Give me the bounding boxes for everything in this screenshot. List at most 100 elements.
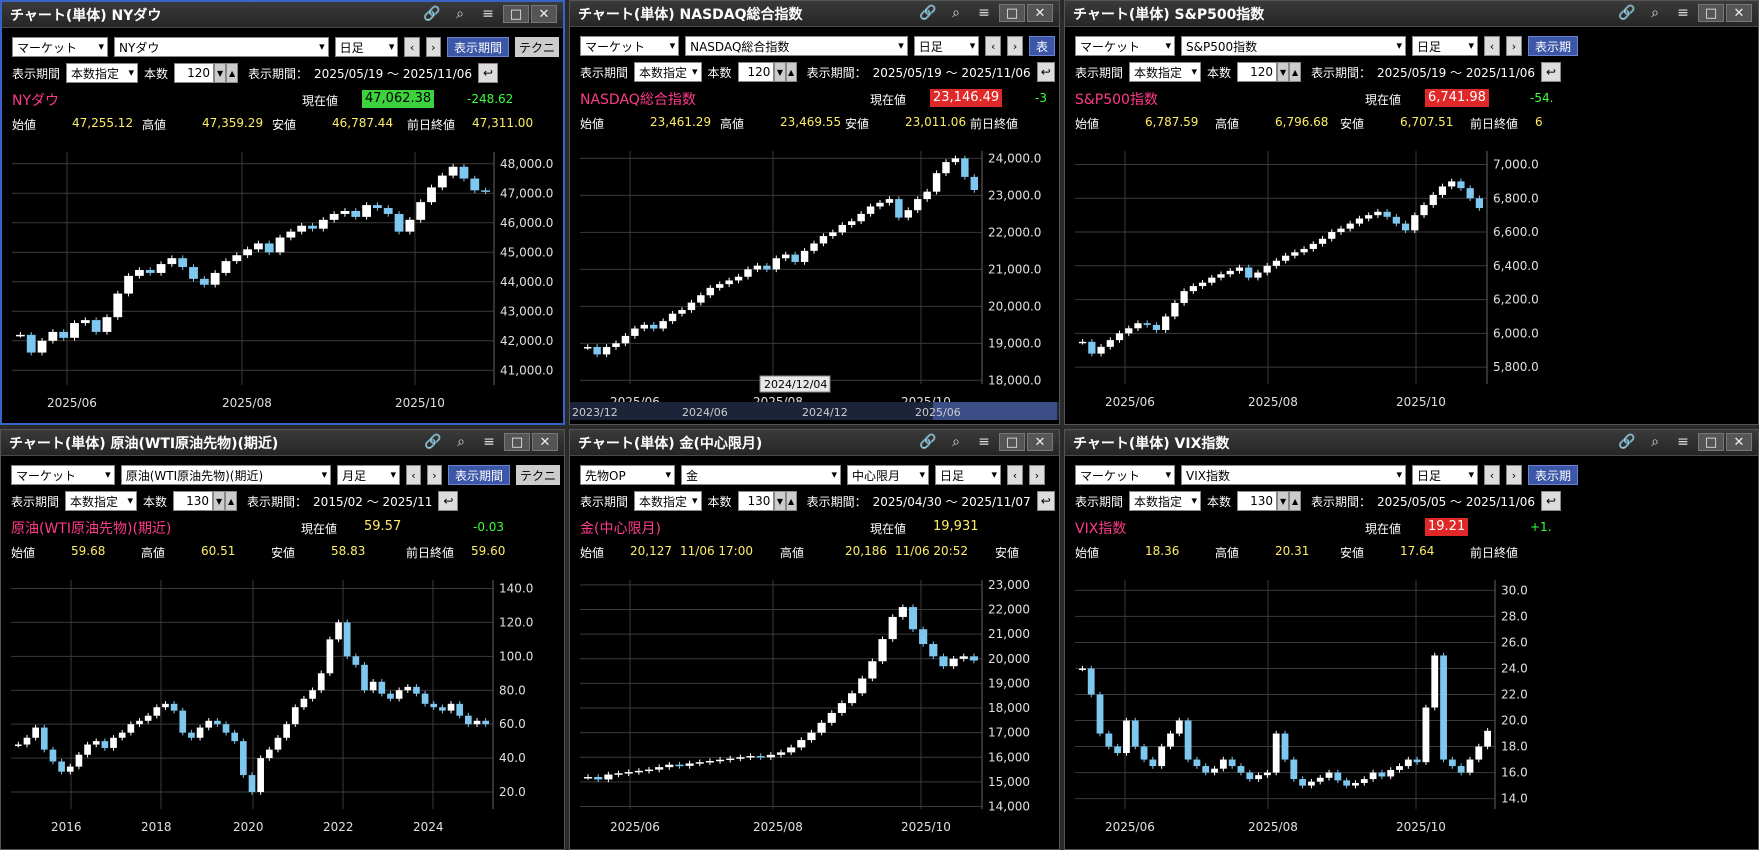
title-bar[interactable]: チャート(単体) NYダウ 🔗 ⌕ ≡ □ ✕ (2, 2, 563, 28)
search-icon[interactable]: ⌕ (456, 6, 464, 22)
menu-icon[interactable]: ≡ (978, 5, 990, 21)
period-mode-select[interactable]: 本数指定 (1129, 62, 1202, 82)
close-icon[interactable]: ✕ (531, 5, 557, 23)
count-input[interactable]: 130 (173, 491, 214, 511)
prev-arrow-icon[interactable]: ‹ (405, 465, 421, 485)
menu-icon[interactable]: ≡ (1677, 434, 1689, 450)
interval-select[interactable]: 日足 (913, 36, 980, 56)
period-mode-select[interactable]: 本数指定 (1129, 491, 1202, 511)
search-icon[interactable]: ⌕ (952, 434, 960, 450)
link-icon[interactable]: 🔗 (1618, 434, 1636, 450)
market-select[interactable]: マーケット (580, 36, 680, 56)
next-arrow-icon[interactable]: › (425, 37, 441, 57)
price-chart[interactable]: 7,000.0 6,800.0 6,600.0 6,400.0 6,200.0 6,000… (1065, 137, 1759, 422)
spin-up-icon[interactable]: ▲ (1289, 491, 1302, 511)
symbol-select[interactable]: 原油(WTI原油先物)(期近) (120, 465, 332, 485)
symbol-select[interactable]: VIX指数 (1181, 465, 1406, 485)
title-bar[interactable]: チャート(単体) NASDAQ総合指数 🔗 ⌕ ≡ □ ✕ (570, 1, 1059, 27)
maximize-icon[interactable]: □ (503, 5, 529, 23)
spin-up-icon[interactable]: ▲ (226, 63, 239, 83)
return-icon[interactable]: ↩ (1036, 62, 1055, 82)
spin-down-icon[interactable]: ▼ (214, 63, 227, 83)
next-arrow-icon[interactable]: › (1007, 36, 1023, 56)
market-select[interactable]: マーケット (1075, 465, 1175, 485)
spin-up-icon[interactable]: ▲ (785, 491, 797, 511)
price-chart[interactable]: 30.0 28.0 26.0 24.0 22.0 20.0 18.0 16.0 14.0 2025… (1065, 566, 1759, 847)
period-mode-select[interactable]: 本数指定 (66, 63, 139, 83)
maximize-icon[interactable]: □ (999, 433, 1025, 451)
prev-arrow-icon[interactable]: ‹ (1007, 465, 1023, 485)
maximize-icon[interactable]: □ (1698, 4, 1724, 22)
spin-up-icon[interactable]: ▲ (225, 491, 238, 511)
close-icon[interactable]: ✕ (1726, 433, 1752, 451)
next-arrow-icon[interactable]: › (1506, 465, 1522, 485)
period-button[interactable]: 表示期 (1528, 36, 1579, 56)
period-mode-select[interactable]: 本数指定 (634, 491, 702, 511)
count-input[interactable]: 120 (174, 63, 215, 83)
spin-down-icon[interactable]: ▼ (774, 491, 786, 511)
symbol-select[interactable]: NASDAQ総合指数 (685, 36, 908, 56)
return-icon[interactable]: ↩ (438, 491, 459, 511)
close-icon[interactable]: ✕ (1027, 433, 1053, 451)
maximize-icon[interactable]: □ (1698, 433, 1724, 451)
search-icon[interactable]: ⌕ (952, 5, 960, 21)
navigator-window[interactable] (933, 402, 1057, 420)
menu-icon[interactable]: ≡ (1677, 5, 1689, 21)
symbol-select[interactable]: NYダウ (114, 37, 329, 57)
next-arrow-icon[interactable]: › (1029, 465, 1045, 485)
count-input[interactable]: 120 (1237, 62, 1278, 82)
next-arrow-icon[interactable]: › (1506, 36, 1522, 56)
spin-down-icon[interactable]: ▼ (1277, 62, 1290, 82)
maximize-icon[interactable]: □ (999, 4, 1025, 22)
spin-down-icon[interactable]: ▼ (774, 62, 786, 82)
spin-down-icon[interactable]: ▼ (213, 491, 226, 511)
prev-arrow-icon[interactable]: ‹ (1484, 465, 1500, 485)
period-button[interactable]: 表示期 (1528, 465, 1579, 485)
link-icon[interactable]: 🔗 (423, 6, 441, 22)
spin-up-icon[interactable]: ▲ (1289, 62, 1302, 82)
interval-select[interactable]: 日足 (1412, 36, 1478, 56)
search-icon[interactable]: ⌕ (457, 434, 465, 450)
return-icon[interactable]: ↩ (1036, 491, 1055, 511)
search-icon[interactable]: ⌕ (1651, 5, 1659, 21)
price-chart[interactable]: 140.0 120.0 100.0 80.0 60.0 40.0 20.0 2016 2018 2… (1, 566, 565, 847)
count-input[interactable]: 120 (737, 62, 775, 82)
spin-up-icon[interactable]: ▲ (785, 62, 797, 82)
interval-select[interactable]: 日足 (334, 37, 399, 57)
period-button[interactable]: 表示期間 (447, 465, 510, 485)
prev-arrow-icon[interactable]: ‹ (1484, 36, 1500, 56)
interval-select[interactable]: 月足 (337, 465, 400, 485)
menu-icon[interactable]: ≡ (482, 6, 494, 22)
menu-icon[interactable]: ≡ (978, 434, 990, 450)
return-icon[interactable]: ↩ (1541, 62, 1562, 82)
close-icon[interactable]: ✕ (1027, 4, 1053, 22)
period-button[interactable]: 表 (1028, 36, 1055, 56)
technical-button[interactable]: テクニ (515, 465, 560, 485)
title-bar[interactable]: チャート(単体) S&P500指数 🔗 ⌕ ≡ □ ✕ (1065, 1, 1758, 27)
link-icon[interactable]: 🔗 (919, 434, 937, 450)
interval-select[interactable]: 日足 (1412, 465, 1478, 485)
count-input[interactable]: 130 (737, 491, 775, 511)
market-select[interactable]: マーケット (11, 465, 115, 485)
next-arrow-icon[interactable]: › (426, 465, 442, 485)
link-icon[interactable]: 🔗 (424, 434, 442, 450)
title-bar[interactable]: チャート(単体) VIX指数 🔗 ⌕ ≡ □ ✕ (1065, 430, 1758, 456)
count-input[interactable]: 130 (1237, 491, 1278, 511)
price-chart[interactable]: 23,000 22,000 21,000 20,000 19,000 18,000 17,0… (570, 566, 1060, 847)
period-button[interactable]: 表示期間 (446, 37, 509, 57)
price-chart[interactable]: 24,000.0 23,000.0 22,000.0 21,000.0 20,000.0… (570, 137, 1060, 422)
technical-button[interactable]: テクニ (514, 37, 559, 57)
period-mode-select[interactable]: 本数指定 (634, 62, 702, 82)
close-icon[interactable]: ✕ (532, 433, 558, 451)
return-icon[interactable]: ↩ (1541, 491, 1562, 511)
title-bar[interactable]: チャート(単体) 金(中心限月) 🔗 ⌕ ≡ □ ✕ (570, 430, 1059, 456)
menu-icon[interactable]: ≡ (483, 434, 495, 450)
symbol-select[interactable]: S&P500指数 (1181, 36, 1406, 56)
interval-select[interactable]: 日足 (935, 465, 1001, 485)
title-bar[interactable]: チャート(単体) 原油(WTI原油先物)(期近) 🔗 ⌕ ≡ □ ✕ (1, 430, 564, 456)
market-select[interactable]: 先物OP (580, 465, 675, 485)
return-icon[interactable]: ↩ (478, 63, 499, 83)
spin-down-icon[interactable]: ▼ (1277, 491, 1290, 511)
close-icon[interactable]: ✕ (1726, 4, 1752, 22)
search-icon[interactable]: ⌕ (1651, 434, 1659, 450)
